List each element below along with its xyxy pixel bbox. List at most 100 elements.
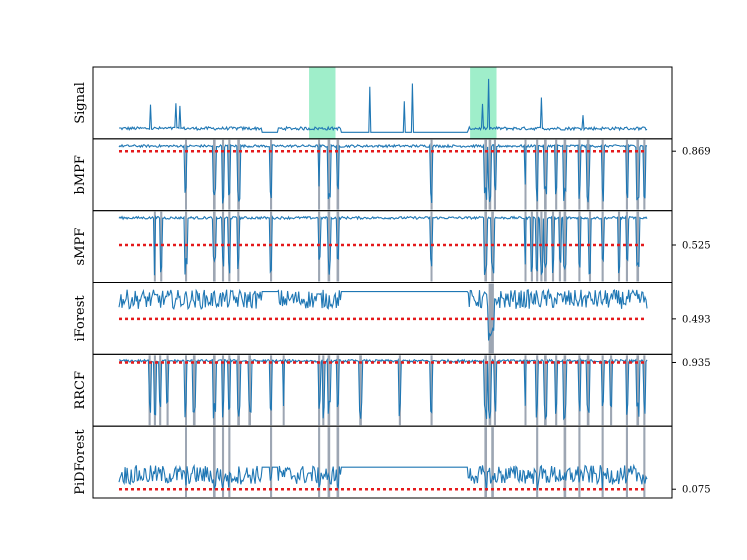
- panel-frame: [92, 353, 673, 427]
- detection-band: [488, 355, 492, 426]
- detection-band: [398, 355, 401, 426]
- detection-band: [221, 139, 225, 210]
- detection-band: [228, 427, 231, 497]
- detection-band: [643, 355, 646, 426]
- panel-bmpf: 0.869 bMPF: [73, 138, 711, 212]
- detection-band: [625, 427, 628, 497]
- detection-band: [318, 427, 321, 497]
- signal-trace: [119, 78, 648, 133]
- detection-band: [636, 139, 640, 210]
- detection-band: [643, 427, 646, 497]
- detection-band: [336, 139, 340, 210]
- panel-pidforest: 0.075 PiDForest: [73, 425, 711, 499]
- detection-band: [237, 139, 240, 210]
- detection-band: [636, 355, 640, 426]
- detection-band: [359, 355, 362, 426]
- detection-band: [484, 211, 488, 282]
- detection-band: [563, 427, 567, 497]
- detection-band: [643, 139, 646, 210]
- detection-band: [601, 427, 604, 497]
- panel-ylabel: Signal: [73, 82, 88, 124]
- detection-band: [617, 211, 621, 282]
- threshold-label: 0.935: [682, 358, 711, 369]
- detection-band: [430, 211, 433, 282]
- detection-band: [578, 427, 581, 497]
- detection-band: [248, 355, 251, 426]
- detection-band: [601, 355, 604, 426]
- pidforest-trace: [118, 463, 648, 491]
- detection-band: [484, 355, 488, 426]
- detection-band: [221, 355, 225, 426]
- threshold-label: 0.525: [682, 240, 711, 251]
- detection-band: [578, 139, 581, 210]
- panel-iforest: 0.493 iForest: [73, 282, 711, 355]
- detection-band: [563, 355, 567, 426]
- detection-band: [192, 355, 196, 426]
- detection-band: [212, 211, 216, 282]
- detection-band: [484, 427, 488, 497]
- panel-signal: Signal: [73, 66, 673, 140]
- detection-band: [636, 211, 640, 282]
- detection-band: [601, 211, 604, 282]
- detection-band: [212, 427, 216, 497]
- threshold-label: 0.493: [682, 314, 711, 325]
- detection-band: [610, 355, 613, 426]
- panel-frame: [92, 210, 673, 284]
- panel-rrcf: 0.935 RRCF: [73, 353, 711, 427]
- detection-band: [488, 139, 492, 210]
- panel-frame: [92, 425, 673, 499]
- detection-band: [228, 355, 231, 426]
- detection-band: [185, 427, 187, 497]
- detection-band: [586, 355, 590, 426]
- detection-band: [555, 355, 558, 426]
- detection-band: [491, 211, 494, 282]
- detection-band: [336, 355, 340, 426]
- detection-band: [270, 139, 273, 210]
- detection-band: [563, 211, 567, 282]
- detection-band: [327, 355, 331, 426]
- detection-band: [540, 211, 543, 282]
- detection-band: [270, 427, 273, 497]
- panel-ylabel: RRCF: [73, 371, 88, 410]
- detection-band: [270, 211, 273, 282]
- detection-band: [530, 211, 533, 282]
- panel-frame: [92, 138, 673, 212]
- detection-band: [601, 139, 604, 210]
- detection-band: [544, 211, 547, 282]
- detection-band: [322, 355, 325, 426]
- panel-ylabel: sMPF: [73, 228, 88, 266]
- detection-band: [578, 211, 581, 282]
- smpf-trace: [118, 214, 648, 276]
- detection-band: [159, 355, 162, 426]
- detection-band: [327, 139, 331, 210]
- detection-band: [625, 139, 628, 210]
- detection-band: [544, 355, 547, 426]
- detection-band: [484, 139, 488, 210]
- detection-band: [586, 139, 590, 210]
- threshold-label: 0.075: [682, 485, 711, 496]
- detection-band: [491, 427, 494, 497]
- bmpf-trace: [118, 143, 648, 204]
- detection-band: [625, 355, 628, 426]
- detection-band: [536, 139, 539, 210]
- panel-ylabel: iForest: [73, 295, 88, 342]
- panel-ylabel: bMPF: [73, 155, 88, 194]
- detection-band: [185, 211, 188, 282]
- detection-band: [221, 211, 225, 282]
- detection-band: [237, 211, 240, 282]
- rrcf-trace: [118, 357, 648, 421]
- threshold-label: 0.869: [682, 147, 711, 158]
- panel-ylabel: PiDForest: [73, 429, 88, 495]
- detection-band: [212, 139, 216, 210]
- detection-band: [327, 427, 331, 497]
- detection-band: [536, 211, 539, 282]
- detection-band: [237, 355, 240, 426]
- detection-band: [551, 211, 555, 282]
- detection-band: [327, 211, 331, 282]
- detection-band: [544, 139, 547, 210]
- detection-band: [430, 139, 433, 210]
- iforest-trace: [118, 288, 648, 341]
- detection-band: [228, 139, 231, 210]
- detection-band: [221, 427, 225, 497]
